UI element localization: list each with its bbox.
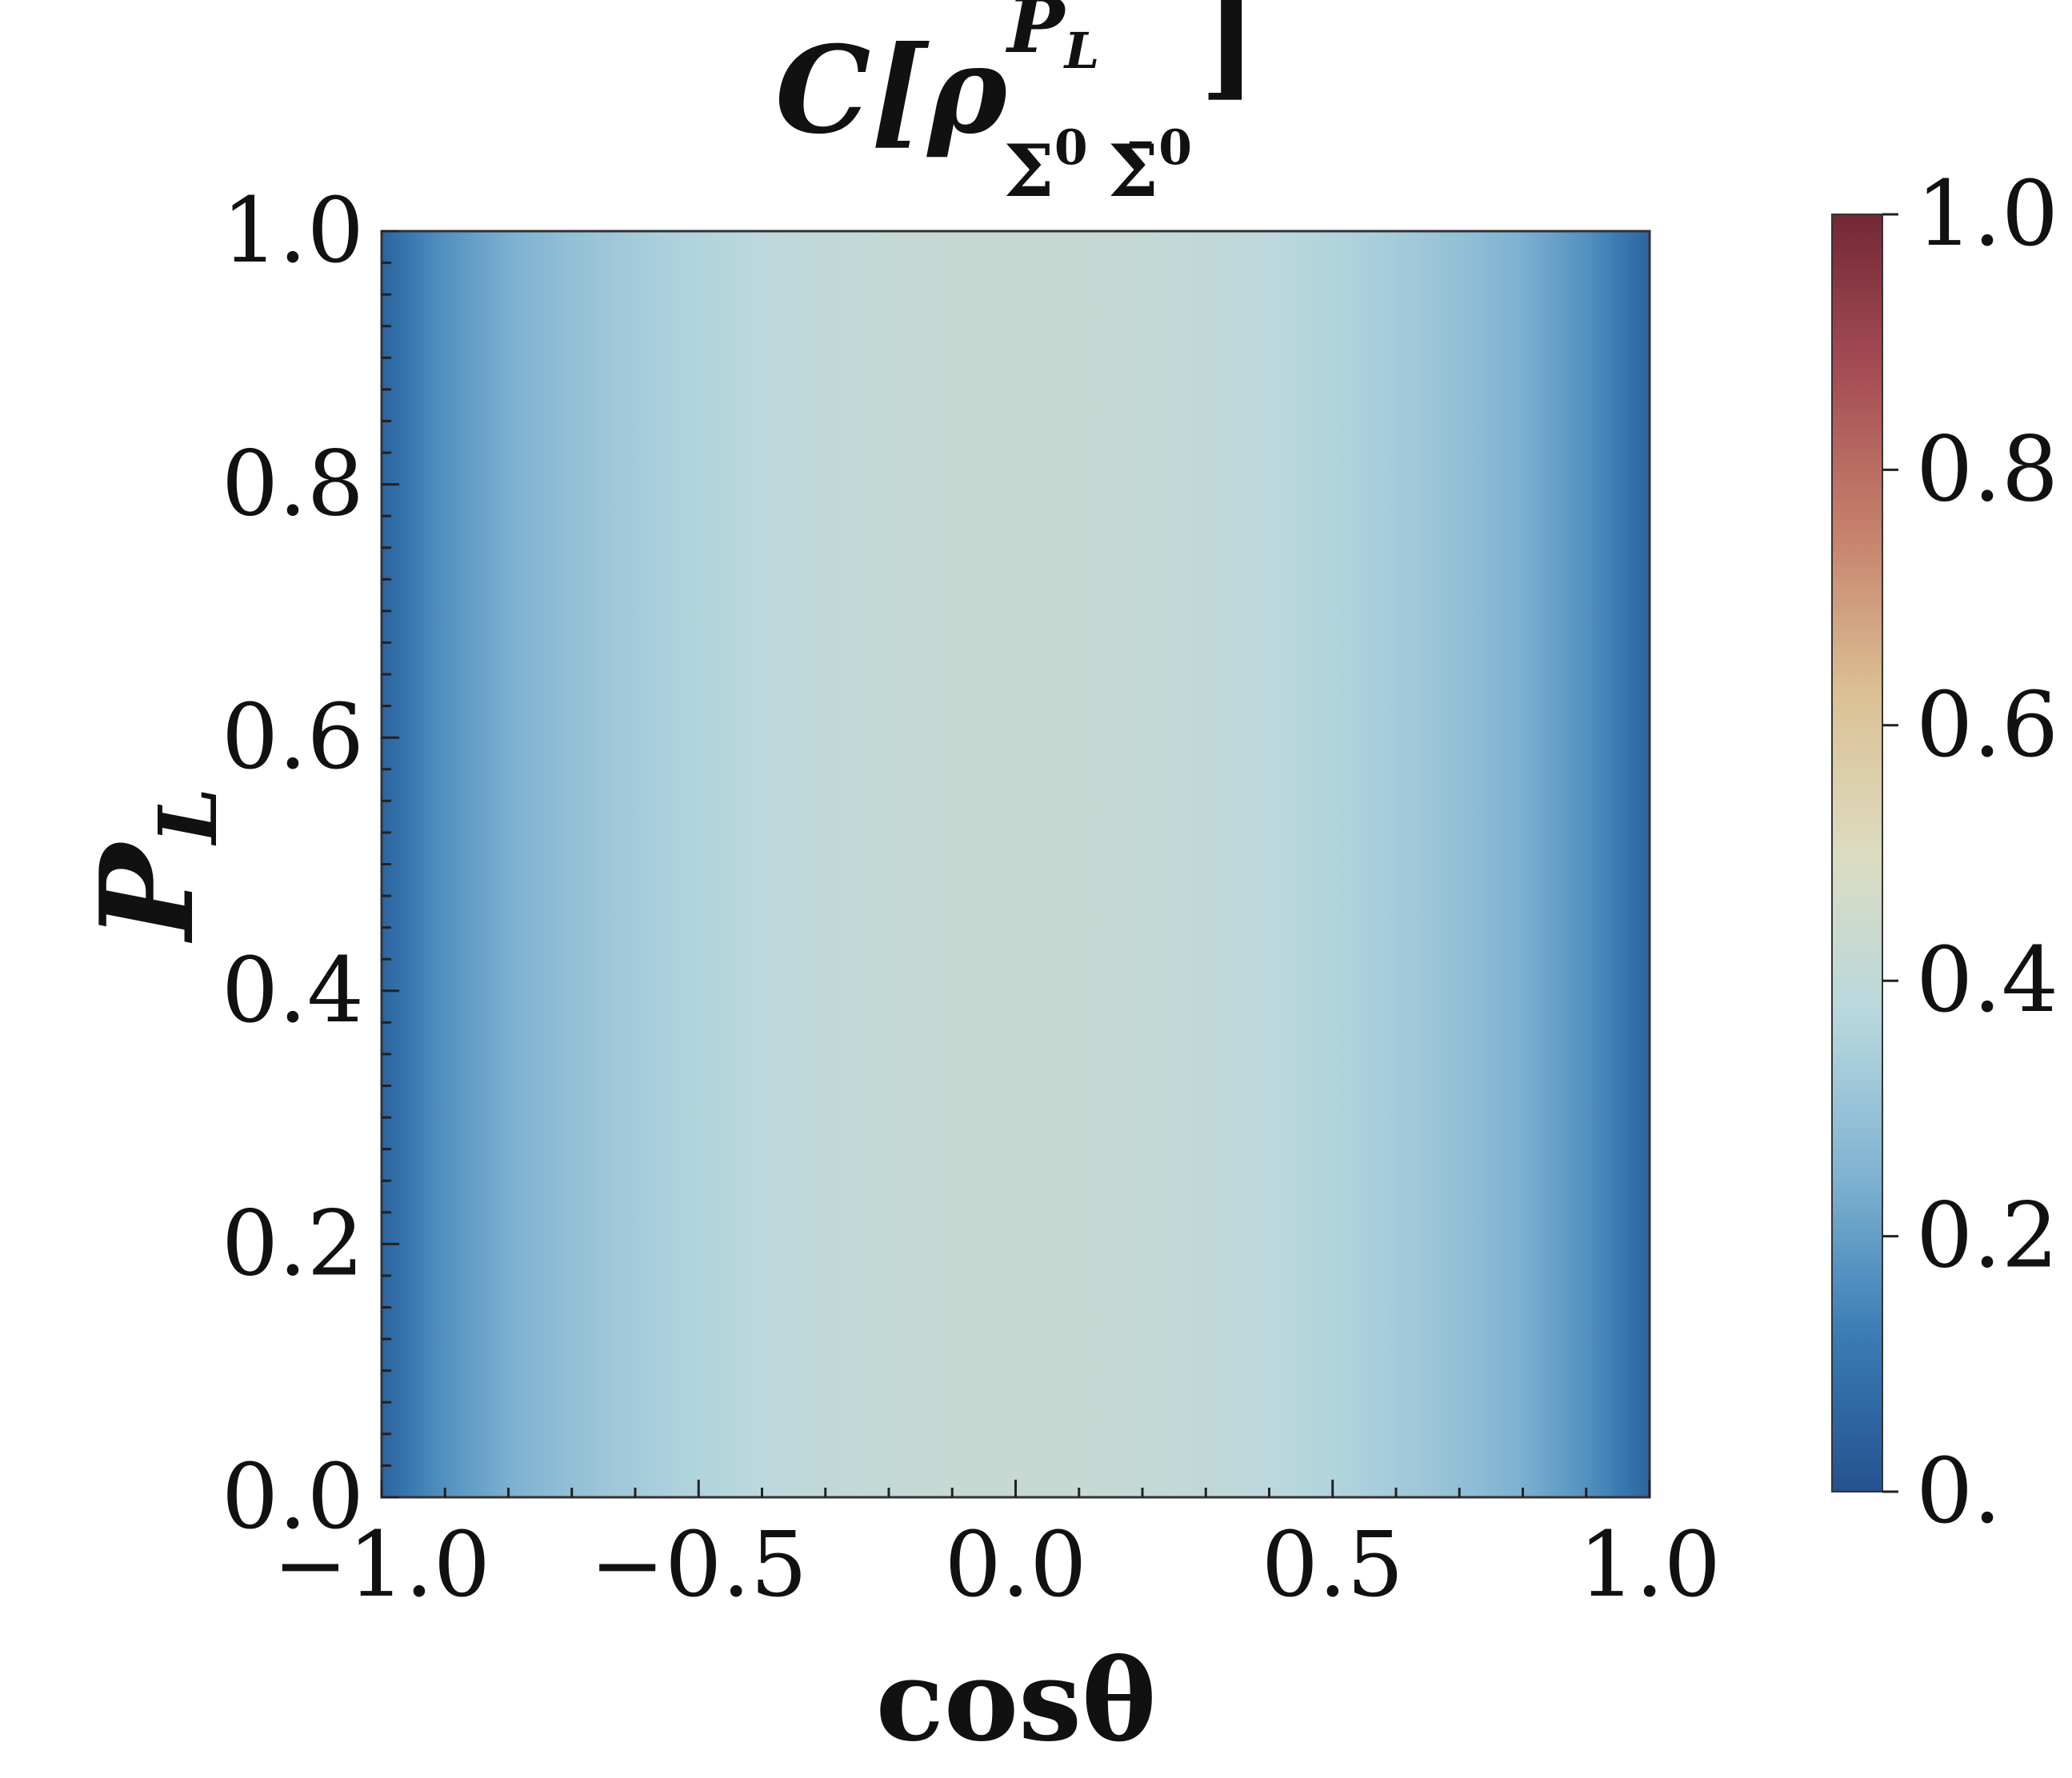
title-close: ] bbox=[1200, 0, 1257, 113]
x-tick-label: −1.0 bbox=[273, 1513, 490, 1617]
y-tick-label: 0.2 bbox=[222, 1192, 364, 1296]
y-axis-label-main: P bbox=[72, 840, 222, 943]
colorbar-tick-label: 0.4 bbox=[1916, 929, 2058, 1033]
x-tick-label: 0.0 bbox=[944, 1513, 1086, 1617]
colorbar-tick-label: 0.2 bbox=[1916, 1185, 2058, 1289]
y-axis-label-sub: L bbox=[141, 788, 235, 846]
chart-title: C[ρPL Σ0 Σ̄0] bbox=[775, 0, 1257, 214]
colorbar-tick-label: 0. bbox=[1916, 1440, 2002, 1544]
x-tick-label: −0.5 bbox=[590, 1513, 807, 1617]
y-axis: 0.0 0.2 0.4 0.6 0.8 1.0 bbox=[222, 179, 399, 1549]
y-tick-label: 0.6 bbox=[222, 685, 364, 789]
title-subscript-a: Σ bbox=[1003, 129, 1054, 214]
x-tick-label: 1.0 bbox=[1578, 1513, 1721, 1617]
title-subscript-b: Σ̄ bbox=[1108, 129, 1159, 214]
x-tick-label: 0.5 bbox=[1262, 1513, 1404, 1617]
y-tick-label: 0.0 bbox=[222, 1445, 364, 1549]
y-tick-label: 0.8 bbox=[222, 433, 364, 537]
title-subscript-b-sup: 0 bbox=[1158, 120, 1192, 176]
y-tick-label: 1.0 bbox=[222, 179, 364, 283]
title-superscript-sub: L bbox=[1063, 22, 1100, 80]
x-axis: −1.0 −0.5 0.0 0.5 1.0 bbox=[273, 1480, 1721, 1617]
title-superscript: P bbox=[1005, 0, 1066, 70]
y-tick-label: 0.4 bbox=[222, 939, 364, 1043]
colorbar-tick-label: 0.6 bbox=[1916, 673, 2058, 777]
colorbar bbox=[1831, 214, 1883, 1492]
colorbar-axis: 0. 0.2 0.4 0.6 0.8 1.0 bbox=[1882, 162, 2058, 1544]
heatmap-area bbox=[382, 231, 1650, 1497]
title-subscript-a-sup: 0 bbox=[1054, 120, 1088, 176]
colorbar-tick-label: 1.0 bbox=[1916, 162, 2058, 266]
x-axis-label: cosθ bbox=[876, 1636, 1157, 1767]
title-main: C[ρ bbox=[775, 20, 1008, 161]
colorbar-tick-label: 0.8 bbox=[1916, 418, 2058, 521]
y-axis-label: PL bbox=[72, 788, 235, 944]
